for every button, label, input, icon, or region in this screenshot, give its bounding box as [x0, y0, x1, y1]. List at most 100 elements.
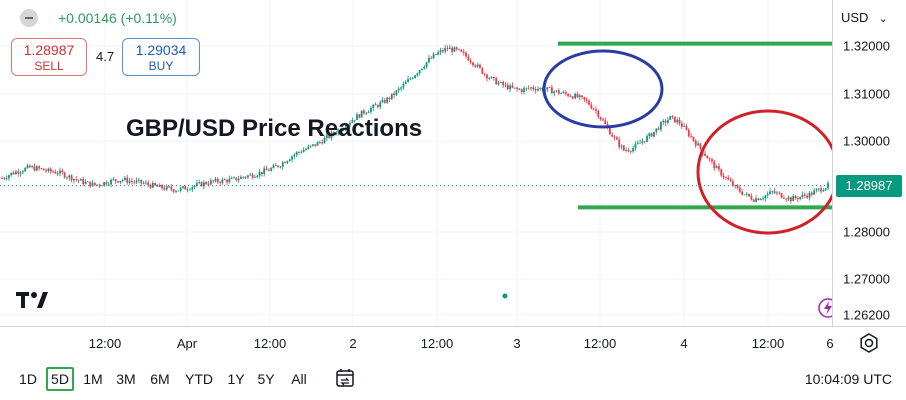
range-button-3m[interactable]: 3M — [116, 371, 136, 387]
candle-body — [646, 136, 648, 142]
candle-body — [608, 127, 611, 135]
candle-body — [383, 99, 386, 103]
candle-body — [532, 87, 535, 90]
range-button-1m[interactable]: 1M — [83, 371, 103, 387]
price-chart[interactable] — [0, 0, 832, 326]
candle-body — [40, 168, 43, 170]
candle-body — [564, 92, 567, 94]
candle-body — [195, 182, 198, 186]
candle-body — [560, 93, 563, 94]
candle-body — [240, 176, 242, 180]
range-button-1d[interactable]: 1D — [19, 371, 37, 387]
candle-body — [711, 159, 713, 162]
candle-body — [643, 141, 646, 143]
range-button-5d[interactable]: 5D — [46, 367, 74, 391]
candle-body — [497, 82, 500, 85]
price-axis[interactable]: USD ⌄ 1.32000 1.31000 1.30000 1.28000 1.27000… — [832, 0, 906, 326]
candle-body — [163, 188, 166, 190]
candle-body — [762, 198, 764, 200]
candle-body — [613, 136, 616, 138]
candle-body — [98, 184, 101, 186]
candle-body — [534, 89, 537, 91]
candle-body — [789, 197, 792, 202]
candle-body — [298, 151, 300, 153]
candle-body — [314, 144, 317, 146]
hide-widget-button[interactable] — [20, 9, 38, 27]
range-button-5y[interactable]: 5Y — [257, 371, 275, 387]
candle-body — [318, 142, 321, 143]
candle-body — [801, 194, 804, 197]
candle-body — [785, 198, 788, 200]
candle-body — [295, 152, 298, 155]
candle-body — [502, 81, 505, 86]
candle-body — [212, 180, 215, 182]
candle-body — [12, 172, 15, 175]
candle-body — [237, 179, 240, 181]
time-tick: 12:00 — [583, 336, 617, 351]
chart-pane[interactable]: +0.00146 (+0.11%) 1.28987 SELL 4.7 1.290… — [0, 0, 838, 326]
candle-body — [704, 153, 706, 156]
candle-body — [729, 179, 732, 182]
utc-clock[interactable]: 10:04:09 UTC — [804, 371, 892, 387]
candle-body — [585, 99, 588, 101]
candle-body — [597, 110, 600, 118]
range-button-6m[interactable]: 6M — [150, 371, 170, 387]
range-button-1y[interactable]: 1Y — [227, 371, 245, 387]
candle-body — [309, 145, 312, 147]
candle-body — [692, 136, 695, 141]
gear-icon[interactable] — [858, 332, 880, 354]
candle-body — [263, 168, 266, 175]
candle-body — [3, 178, 6, 180]
candle-body — [77, 179, 80, 181]
candle-body — [578, 95, 581, 98]
time-axis[interactable]: 12:00 Apr 12:00 2 12:00 3 12:00 4 12:00 6 — [0, 326, 906, 359]
candle-body — [393, 93, 396, 96]
candle-body — [799, 196, 802, 200]
candle-body — [562, 92, 565, 94]
candle-body — [595, 109, 597, 111]
range-button-all[interactable]: All — [291, 371, 307, 387]
chart-title: GBP/USD Price Reactions — [126, 115, 423, 142]
candle-body — [344, 127, 347, 129]
candle-body — [446, 48, 449, 49]
candle-body — [374, 104, 377, 106]
range-button-ytd[interactable]: YTD — [185, 371, 213, 387]
tradingview-logo-icon[interactable] — [16, 290, 54, 310]
candle-body — [492, 76, 495, 79]
candle-body — [745, 193, 748, 195]
buy-button[interactable]: 1.29034 BUY — [122, 38, 200, 76]
sell-button[interactable]: 1.28987 SELL — [11, 38, 87, 76]
candle-body — [170, 187, 173, 190]
candle-body — [639, 142, 641, 144]
candle-body — [45, 170, 47, 172]
candle-body — [697, 143, 699, 146]
currency-selector[interactable]: USD ⌄ — [841, 10, 888, 25]
candle-body — [615, 137, 618, 140]
candle-body — [84, 181, 87, 184]
date-range-icon[interactable] — [335, 367, 357, 389]
candle-body — [200, 182, 203, 187]
candle-body — [743, 194, 746, 196]
candle-body — [548, 87, 551, 89]
candle-body — [632, 148, 635, 152]
candle-body — [119, 180, 122, 183]
candle-body — [752, 199, 755, 202]
time-tick: 6 — [826, 336, 834, 351]
candle-body — [214, 178, 217, 182]
candle-body — [467, 56, 470, 61]
candle-body — [678, 119, 681, 124]
candle-body — [63, 172, 66, 178]
candle-body — [550, 87, 553, 94]
candle-body — [175, 190, 177, 192]
price-tick: 1.30000 — [843, 133, 890, 149]
candle-body — [483, 73, 486, 75]
candle-body — [525, 87, 528, 89]
candle-body — [794, 196, 797, 199]
candle-body — [738, 187, 741, 192]
candle-body — [137, 179, 140, 181]
candle-body — [806, 195, 809, 198]
candle-body — [279, 166, 282, 168]
candle-body — [527, 87, 530, 89]
candle-body — [404, 82, 407, 85]
candle-body — [773, 191, 776, 194]
